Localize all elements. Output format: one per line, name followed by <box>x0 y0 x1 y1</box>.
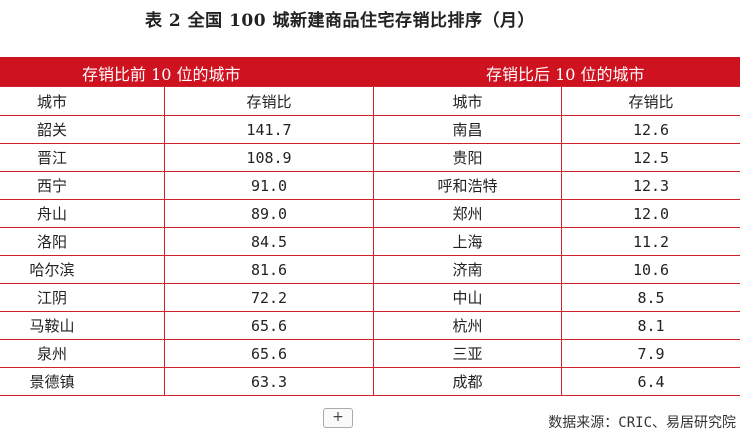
table-row: 泉州 65.6 三亚 7.9 <box>0 339 740 368</box>
data-source: 数据来源：CRIC、易居研究院 <box>548 415 736 431</box>
top-ratio: 89.0 <box>164 199 374 228</box>
table-row: 韶关 141.7 南昌 12.6 <box>0 115 740 144</box>
top-ratio: 72.2 <box>164 283 374 312</box>
section-header-band: 存销比前 10 位的城市 存销比后 10 位的城市 <box>0 57 740 86</box>
top-city: 景德镇 <box>0 367 165 396</box>
bottom-city: 南昌 <box>373 115 562 144</box>
column-header: 城市 <box>0 86 165 116</box>
table-row: 西宁 91.0 呼和浩特 12.3 <box>0 171 740 200</box>
ratio-table: 城市 存销比 城市 存销比 韶关 141.7 南昌 12.6 晋江 108.9 贵阳 12.5… <box>0 86 740 396</box>
bottom-city: 成都 <box>373 367 562 396</box>
bottom-city: 济南 <box>373 255 562 284</box>
top-ratio: 63.3 <box>164 367 374 396</box>
table-row: 晋江 108.9 贵阳 12.5 <box>0 143 740 172</box>
bottom-city: 郑州 <box>373 199 562 228</box>
bottom-city: 上海 <box>373 227 562 256</box>
table-title: 表 2 全国 100 城新建商品住宅存销比排序（月） <box>145 11 535 31</box>
top-city: 韶关 <box>0 115 165 144</box>
table-row: 舟山 89.0 郑州 12.0 <box>0 199 740 228</box>
top-city: 江阴 <box>0 283 165 312</box>
bottom-city: 中山 <box>373 283 562 312</box>
top-ratio: 108.9 <box>164 143 374 172</box>
top-ratio: 81.6 <box>164 255 374 284</box>
top-ratio: 91.0 <box>164 171 374 200</box>
top-ratio: 65.6 <box>164 311 374 340</box>
header-row: 城市 存销比 城市 存销比 <box>0 86 740 116</box>
bottom-ratio: 8.1 <box>561 311 740 340</box>
top-city: 马鞍山 <box>0 311 165 340</box>
bottom-ratio: 12.6 <box>561 115 740 144</box>
top-city: 西宁 <box>0 171 165 200</box>
bottom-ratio: 11.2 <box>561 227 740 256</box>
top-city: 洛阳 <box>0 227 165 256</box>
bottom-ratio: 12.5 <box>561 143 740 172</box>
top-city: 哈尔滨 <box>0 255 165 284</box>
table-row: 江阴 72.2 中山 8.5 <box>0 283 740 312</box>
bottom-ratio: 7.9 <box>561 339 740 368</box>
table-row: 马鞍山 65.6 杭州 8.1 <box>0 311 740 340</box>
top-ratio: 141.7 <box>164 115 374 144</box>
bottom-ratio: 12.3 <box>561 171 740 200</box>
top-10-header: 存销比前 10 位的城市 <box>82 65 241 84</box>
top-city: 舟山 <box>0 199 165 228</box>
bottom-city: 三亚 <box>373 339 562 368</box>
bottom-city: 呼和浩特 <box>373 171 562 200</box>
top-ratio: 65.6 <box>164 339 374 368</box>
bottom-ratio: 10.6 <box>561 255 740 284</box>
bottom-city: 贵阳 <box>373 143 562 172</box>
bottom-ratio: 6.4 <box>561 367 740 396</box>
column-header: 城市 <box>373 86 562 116</box>
bottom-ratio: 12.0 <box>561 199 740 228</box>
column-header: 存销比 <box>164 86 374 116</box>
bottom-city: 杭州 <box>373 311 562 340</box>
table-row: 哈尔滨 81.6 济南 10.6 <box>0 255 740 284</box>
bottom-10-header: 存销比后 10 位的城市 <box>486 65 645 84</box>
top-city: 泉州 <box>0 339 165 368</box>
table-row: 洛阳 84.5 上海 11.2 <box>0 227 740 256</box>
table-row: 景德镇 63.3 成都 6.4 <box>0 367 740 396</box>
bottom-ratio: 8.5 <box>561 283 740 312</box>
top-ratio: 84.5 <box>164 227 374 256</box>
column-header: 存销比 <box>561 86 740 116</box>
add-row-button[interactable]: + <box>323 408 353 428</box>
top-city: 晋江 <box>0 143 165 172</box>
